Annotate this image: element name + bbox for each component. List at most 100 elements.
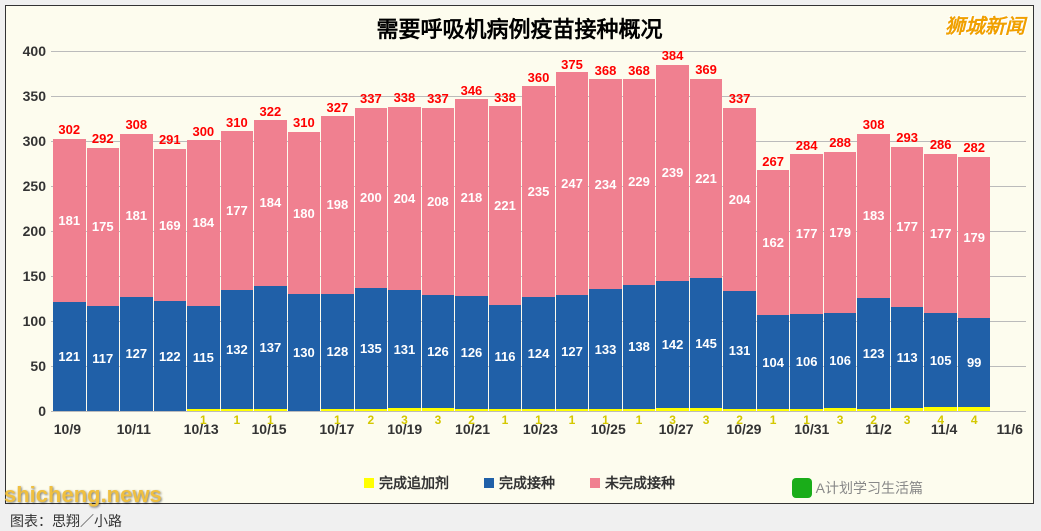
bar-group: 308181127 xyxy=(120,51,153,411)
grid-line xyxy=(51,411,1026,412)
bar-segment-unvaccinated: 247 xyxy=(556,72,589,294)
watermark-br-text: A计划学习生活篇 xyxy=(816,478,923,498)
bar-segment-booster xyxy=(958,407,991,411)
legend-label-unvaccinated: 未完成接种 xyxy=(605,473,675,493)
x-tick-label: 10/29 xyxy=(726,421,761,437)
bar-segment-booster xyxy=(321,409,354,411)
bar-total-label: 288 xyxy=(824,135,857,150)
bar-segment-vaccinated: 115 xyxy=(187,306,220,410)
bar-segment-booster xyxy=(589,409,622,411)
legend-item-vaccinated: 完成接种 xyxy=(484,473,555,493)
bar-segment-unvaccinated: 181 xyxy=(53,139,86,302)
y-tick-label: 300 xyxy=(11,133,46,149)
bar-segment-booster xyxy=(388,408,421,411)
bar-segment-vaccinated: 117 xyxy=(87,306,120,411)
x-axis: 10/910/1110/1310/1510/1710/1910/2110/231… xyxy=(51,421,1026,437)
bar-segment-booster xyxy=(489,409,522,411)
bar-segment-unvaccinated: 221 xyxy=(690,79,723,278)
x-tick-label xyxy=(558,421,591,437)
bar-segment-vaccinated: 132 xyxy=(221,290,254,409)
bar-segment-unvaccinated: 204 xyxy=(723,108,756,292)
bar-segment-unvaccinated: 229 xyxy=(623,79,656,285)
bar-segment-unvaccinated: 162 xyxy=(757,170,790,316)
y-tick-label: 200 xyxy=(11,223,46,239)
bar-group xyxy=(991,51,1024,411)
bar-total-label: 291 xyxy=(154,132,187,147)
bar-group: 3221841371 xyxy=(254,51,287,411)
y-tick-label: 100 xyxy=(11,313,46,329)
x-tick-label xyxy=(626,421,659,437)
x-tick-label: 11/4 xyxy=(928,421,961,437)
bar-group: 3001841151 xyxy=(187,51,220,411)
bar-group: 2841771061 xyxy=(790,51,823,411)
bar-segment-vaccinated: 145 xyxy=(690,278,723,409)
bar-group: 3692211453 xyxy=(690,51,723,411)
x-tick-label xyxy=(960,421,993,437)
bar-total-label: 337 xyxy=(355,91,388,106)
bar-segment-vaccinated: 131 xyxy=(388,290,421,408)
bar-segment-booster xyxy=(690,408,723,411)
bar-segment-unvaccinated: 179 xyxy=(824,152,857,313)
bar-group: 3372001352 xyxy=(355,51,388,411)
bar-segment-vaccinated: 127 xyxy=(556,295,589,409)
chart-container: 狮城新闻 需要呼吸机病例疫苗接种概况 050100150200250300350… xyxy=(5,5,1034,504)
x-tick-label: 10/31 xyxy=(794,421,829,437)
x-tick-label xyxy=(761,421,794,437)
y-tick-label: 350 xyxy=(11,88,46,104)
bar-segment-unvaccinated: 198 xyxy=(321,116,354,294)
bar-group: 3682291381 xyxy=(623,51,656,411)
y-tick-label: 400 xyxy=(11,43,46,59)
watermark-bottom-right: A计划学习生活篇 xyxy=(792,478,923,498)
x-tick-label xyxy=(151,421,184,437)
bar-segment-vaccinated: 137 xyxy=(254,286,287,409)
bar-segment-unvaccinated: 169 xyxy=(154,149,187,301)
bar-segment-unvaccinated: 179 xyxy=(958,157,991,318)
x-tick-label: 10/15 xyxy=(252,421,287,437)
x-tick-label xyxy=(694,421,727,437)
x-tick-label xyxy=(829,421,862,437)
bar-segment-unvaccinated: 184 xyxy=(187,140,220,306)
bar-segment-unvaccinated: 177 xyxy=(221,131,254,290)
bar-segment-vaccinated: 105 xyxy=(924,313,957,408)
x-tick-label: 11/6 xyxy=(993,421,1026,437)
plot-area: 050100150200250300350400 302181121292175… xyxy=(51,51,1026,411)
bar-segment-booster xyxy=(757,409,790,411)
bar-total-label: 338 xyxy=(388,90,421,105)
bar-segment-vaccinated: 142 xyxy=(656,281,689,409)
bar-total-label: 338 xyxy=(489,90,522,105)
bar-total-label: 302 xyxy=(53,122,86,137)
bar-segment-vaccinated: 131 xyxy=(723,291,756,409)
bar-total-label: 292 xyxy=(87,131,120,146)
bar-total-label: 286 xyxy=(924,137,957,152)
bar-total-label: 375 xyxy=(556,57,589,72)
bar-total-label: 308 xyxy=(120,117,153,132)
bar-segment-vaccinated: 126 xyxy=(455,296,488,409)
bar-group: 3752471271 xyxy=(556,51,589,411)
legend-label-booster: 完成追加剂 xyxy=(379,473,449,493)
watermark-bottom-left: shicheng.news xyxy=(4,482,162,508)
bar-segment-booster xyxy=(656,408,689,411)
x-tick-label xyxy=(84,421,117,437)
x-tick-label xyxy=(490,421,523,437)
legend-label-vaccinated: 完成接种 xyxy=(499,473,555,493)
bar-total-label: 267 xyxy=(757,154,790,169)
bar-segment-booster xyxy=(355,409,388,411)
legend-box-pink xyxy=(590,478,600,488)
bar-group: 2881791063 xyxy=(824,51,857,411)
bar-total-label: 337 xyxy=(723,91,756,106)
bar-segment-vaccinated: 127 xyxy=(120,297,153,411)
bar-segment-vaccinated: 124 xyxy=(522,297,555,409)
bar-total-label: 284 xyxy=(790,138,823,153)
bar-group: 3382211161 xyxy=(489,51,522,411)
bar-segment-unvaccinated: 184 xyxy=(254,120,287,286)
bar-series: 3021811212921751173081811272911691223001… xyxy=(51,51,1026,411)
bar-group: 3842391423 xyxy=(656,51,689,411)
bar-segment-vaccinated: 113 xyxy=(891,307,924,409)
bar-segment-vaccinated: 104 xyxy=(757,315,790,409)
bar-segment-booster xyxy=(254,409,287,411)
bar-segment-booster xyxy=(221,409,254,411)
bar-segment-unvaccinated: 218 xyxy=(455,99,488,295)
bar-segment-unvaccinated: 204 xyxy=(388,107,421,291)
x-tick-label: 10/17 xyxy=(319,421,354,437)
wechat-icon xyxy=(792,478,812,498)
